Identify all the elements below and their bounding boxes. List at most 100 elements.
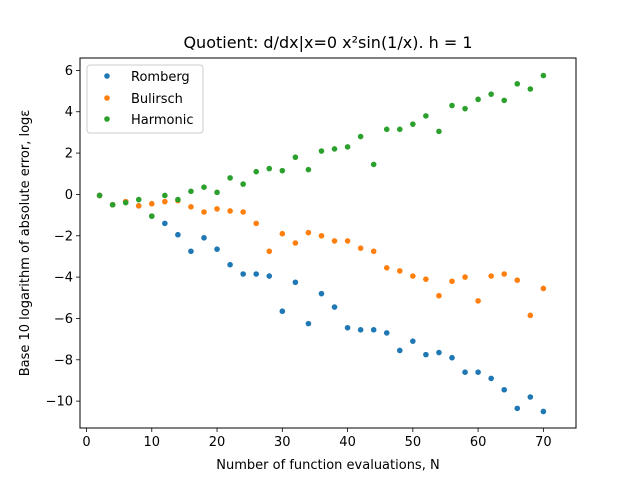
data-point-romberg	[331, 304, 338, 310]
data-point-harmonic	[214, 189, 220, 196]
data-point-harmonic	[396, 126, 403, 133]
data-point-romberg	[175, 231, 181, 238]
y-tick-label: 4	[65, 105, 73, 120]
x-tick-label: 30	[274, 435, 291, 450]
data-point-romberg	[344, 324, 351, 331]
data-point-harmonic	[514, 81, 521, 87]
data-point-romberg	[292, 279, 299, 286]
y-tick-label: 2	[65, 147, 73, 162]
data-point-romberg	[240, 271, 246, 277]
data-point-bulirsch	[240, 209, 246, 215]
data-point-bulirsch	[383, 265, 390, 271]
data-point-bulirsch	[162, 198, 168, 205]
x-axis-label: Number of function evaluations, N	[216, 458, 439, 473]
x-tick-label: 40	[339, 435, 356, 450]
data-point-harmonic	[266, 165, 273, 172]
data-point-romberg	[488, 375, 494, 382]
data-point-bulirsch	[514, 277, 521, 284]
y-axis-label: Base 10 logarithm of absolute error, log…	[18, 110, 33, 377]
legend-box	[86, 64, 204, 134]
x-tick-label: 10	[144, 435, 161, 450]
data-point-harmonic	[188, 188, 194, 195]
legend-marker-romberg	[104, 73, 110, 79]
y-tick-label: −4	[54, 271, 73, 286]
data-point-romberg	[449, 354, 455, 361]
data-point-romberg	[462, 369, 468, 375]
data-point-bulirsch	[436, 292, 442, 299]
data-point-romberg	[214, 246, 220, 253]
data-point-romberg	[396, 347, 403, 354]
plot-area-frame	[79, 57, 577, 429]
data-point-romberg	[475, 369, 481, 375]
y-tick-label: −10	[46, 395, 73, 410]
data-point-bulirsch	[188, 204, 194, 210]
data-point-romberg	[514, 405, 521, 412]
data-point-romberg	[201, 235, 207, 241]
data-point-bulirsch	[423, 276, 429, 282]
data-point-bulirsch	[410, 273, 416, 279]
data-point-harmonic	[357, 133, 364, 140]
x-tick-label: 0	[82, 435, 90, 450]
data-point-bulirsch	[462, 274, 468, 280]
data-point-bulirsch	[135, 202, 142, 209]
data-point-harmonic	[292, 154, 299, 161]
data-point-bulirsch	[214, 206, 220, 212]
y-tick-label: 0	[65, 188, 73, 203]
data-point-harmonic	[162, 192, 168, 199]
legend-label-bulirsch: Bulirsch	[131, 92, 183, 107]
legend-marker-bulirsch	[104, 95, 110, 101]
data-point-romberg	[162, 220, 168, 227]
data-points	[96, 72, 547, 415]
data-point-bulirsch	[357, 245, 364, 251]
y-tick-label: −8	[54, 353, 73, 368]
data-point-harmonic	[331, 146, 338, 152]
y-tick-label: −6	[54, 312, 73, 327]
data-point-bulirsch	[527, 312, 534, 319]
data-point-harmonic	[344, 144, 351, 150]
data-point-romberg	[266, 273, 273, 279]
data-point-romberg	[370, 327, 377, 333]
data-point-harmonic	[122, 199, 129, 206]
data-point-bulirsch	[253, 220, 260, 227]
data-point-bulirsch	[279, 230, 286, 237]
data-point-romberg	[357, 327, 364, 333]
data-point-romberg	[318, 290, 325, 297]
data-point-harmonic	[240, 181, 246, 187]
data-point-romberg	[527, 394, 534, 400]
data-point-harmonic	[253, 168, 260, 175]
data-point-harmonic	[540, 72, 547, 79]
data-point-harmonic	[318, 148, 325, 154]
data-point-romberg	[436, 349, 442, 356]
x-tick-label: 50	[405, 435, 422, 450]
data-point-bulirsch	[266, 248, 273, 255]
data-point-harmonic	[462, 105, 468, 112]
data-point-bulirsch	[148, 200, 155, 207]
data-point-harmonic	[475, 96, 481, 103]
data-point-romberg	[253, 271, 260, 277]
legend-marker-harmonic	[104, 116, 110, 122]
data-point-bulirsch	[318, 232, 325, 239]
data-point-harmonic	[201, 184, 207, 190]
data-point-bulirsch	[305, 229, 312, 236]
legend-label-harmonic: Harmonic	[131, 113, 193, 128]
data-point-bulirsch	[292, 240, 299, 246]
data-point-harmonic	[227, 175, 233, 181]
data-point-bulirsch	[370, 248, 377, 255]
y-tick-label: −2	[54, 229, 73, 244]
data-point-romberg	[423, 351, 429, 358]
chart-title: Quotient: d/dx|x=0 x²sin(1/x). h = 1	[183, 33, 472, 52]
data-point-harmonic	[488, 91, 494, 97]
data-point-harmonic	[148, 213, 155, 219]
data-point-bulirsch	[396, 268, 403, 274]
x-tick-label: 60	[470, 435, 487, 450]
data-point-harmonic	[383, 126, 390, 133]
data-point-harmonic	[96, 192, 103, 199]
data-point-bulirsch	[540, 285, 547, 292]
axis-ticks: 0 10 20 30 40 50 60 70 −10 −8 −6 −4 −2 0 2 4 6	[46, 64, 552, 450]
data-point-bulirsch	[201, 209, 207, 215]
data-point-harmonic	[410, 121, 416, 127]
data-point-harmonic	[436, 128, 442, 135]
data-point-romberg	[279, 308, 286, 315]
data-point-bulirsch	[475, 298, 481, 304]
data-point-harmonic	[527, 86, 534, 92]
